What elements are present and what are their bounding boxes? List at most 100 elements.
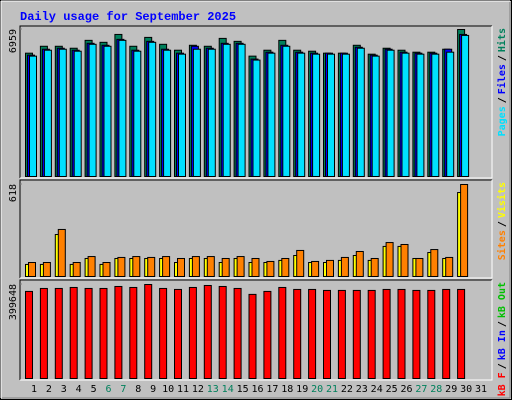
legend-entry: kB In [497, 330, 508, 360]
bar [278, 286, 287, 379]
legend-entry: Files [496, 64, 508, 94]
bar [355, 250, 364, 278]
bar [237, 43, 246, 178]
legend-entry: Hits [496, 28, 508, 52]
bar [39, 287, 48, 380]
bar [427, 289, 436, 380]
bar [281, 257, 290, 278]
bar [206, 256, 215, 278]
y-tick-label: 618 [8, 184, 19, 202]
x-tick-label: 27 [415, 384, 427, 395]
legend-entry: Pages [497, 106, 508, 136]
x-tick-label: 3 [61, 384, 67, 395]
legend-entry: Visits [496, 182, 508, 218]
bar [147, 256, 156, 277]
x-tick-label: 13 [207, 384, 219, 395]
bar [400, 243, 409, 278]
bar [340, 256, 349, 277]
bar [191, 256, 200, 278]
bar [88, 43, 97, 178]
bar [252, 59, 261, 178]
x-tick-label: 18 [281, 384, 293, 395]
bar [129, 286, 138, 379]
bar [431, 53, 440, 178]
bar [297, 52, 306, 177]
bar [445, 256, 454, 277]
x-tick-label: 17 [266, 384, 278, 395]
x-tick-label: 25 [386, 384, 398, 395]
bar [58, 48, 67, 177]
bar [337, 289, 346, 380]
panel-border [20, 180, 493, 279]
x-tick-label: 23 [356, 384, 368, 395]
x-tick-label: 31 [475, 384, 487, 395]
x-tick-label: 2 [46, 384, 52, 395]
x-tick-label: 4 [76, 384, 82, 395]
bar [233, 287, 242, 380]
x-tick-label: 21 [326, 384, 338, 395]
bar [148, 41, 157, 178]
bar [311, 260, 320, 277]
bar [178, 53, 186, 178]
bar [327, 53, 335, 178]
bar [177, 257, 185, 278]
x-tick-label: 8 [135, 384, 141, 395]
bar [371, 55, 380, 177]
bar [341, 53, 350, 178]
bar [386, 49, 395, 177]
bar [382, 288, 391, 379]
bar [323, 289, 331, 380]
bar [267, 52, 276, 177]
bar [207, 48, 216, 177]
x-tick-label: 28 [430, 384, 442, 395]
legend-entry: Sites [496, 230, 508, 260]
panel-border [19, 279, 492, 380]
bar [73, 50, 82, 177]
bar [221, 257, 230, 278]
x-tick-label: 16 [251, 384, 263, 395]
x-tick-label: 24 [371, 384, 383, 395]
bar [159, 287, 168, 380]
bar [457, 288, 466, 379]
bar [367, 289, 376, 380]
bar [25, 290, 33, 379]
bar [412, 289, 421, 380]
bar [461, 34, 470, 178]
x-tick-label: 14 [222, 384, 234, 395]
bar [251, 257, 260, 278]
bar [42, 262, 51, 277]
bar [222, 43, 231, 178]
bar [99, 287, 108, 380]
panel-border [20, 280, 493, 381]
bar [192, 48, 201, 177]
legend-separator: / [497, 363, 508, 369]
bar [282, 45, 291, 178]
x-tick-label: 6 [105, 384, 111, 395]
bar [312, 53, 321, 178]
bar [57, 228, 66, 278]
bar [117, 256, 126, 277]
x-tick-label: 12 [192, 384, 204, 395]
x-tick-label: 7 [120, 384, 126, 395]
chart-title: Daily usage for September 2025 [20, 10, 236, 24]
bar [132, 256, 141, 278]
bar [174, 288, 182, 379]
legend-entry: kB F [497, 372, 508, 396]
legend-entry: kB Out [497, 282, 508, 318]
bar [84, 287, 93, 380]
legend-separator: / [497, 97, 508, 103]
panel-border [19, 179, 492, 278]
x-tick-label: 10 [162, 384, 174, 395]
y-tick-label: 399648 [8, 284, 19, 320]
bar [188, 286, 197, 379]
bar [236, 256, 245, 278]
x-tick-label: 9 [150, 384, 156, 395]
bar [133, 50, 142, 177]
bar [69, 286, 78, 379]
bar [352, 289, 361, 380]
bar [416, 53, 425, 178]
x-tick-label: 11 [177, 384, 189, 395]
bar [248, 293, 257, 380]
x-tick-label: 19 [296, 384, 308, 395]
